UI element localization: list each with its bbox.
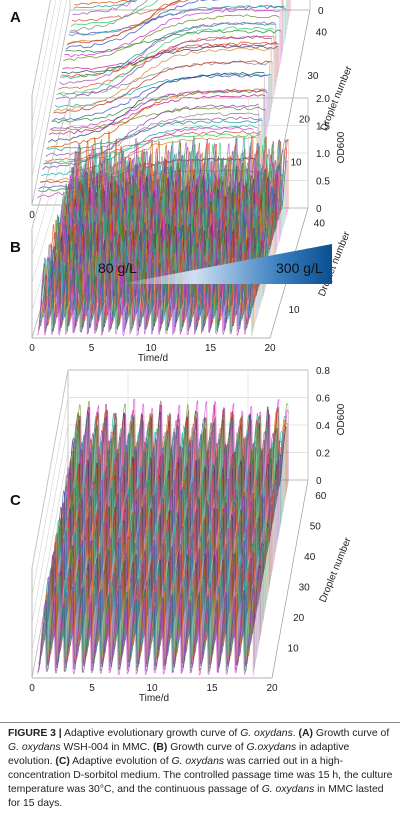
panel-letter: B [10, 239, 21, 256]
series-line-droplet-40 [70, 0, 148, 32]
series-line-droplet-20 [53, 60, 270, 114]
end-concentration-label: 300 g/L [276, 260, 323, 276]
series-line-droplet-36 [66, 0, 182, 46]
x-axis-label: Time/d [138, 353, 168, 364]
x-tick-label: 10 [145, 343, 157, 354]
y-tick-label: 60 [315, 491, 327, 502]
y-tick-label: 10 [288, 644, 300, 655]
panel-letter: C [10, 492, 21, 509]
series-line-droplet-32 [63, 14, 280, 62]
series-line-droplet-22 [54, 72, 272, 108]
series-line-droplet-23 [55, 35, 272, 100]
series-line-droplet-45 [74, 0, 132, 6]
x-tick-label: 15 [205, 343, 217, 354]
series-line-droplet-44 [73, 0, 143, 9]
z-tick-label: 0 [316, 476, 322, 487]
series-line-droplet-4 [38, 584, 255, 667]
z-tick-label: 0 [318, 6, 324, 17]
z-axis-label: OD600 [336, 131, 347, 163]
series-line-droplet-30 [61, 45, 278, 75]
y-tick-label: 10 [288, 305, 300, 316]
start-concentration-label: 80 g/L [98, 260, 137, 276]
z-tick-label: 0.4 [316, 421, 330, 432]
y-tick-label: 30 [299, 583, 311, 594]
z-tick-label: 0.5 [316, 177, 330, 188]
x-tick-label: 20 [266, 683, 278, 694]
series-line-droplet-3 [38, 586, 255, 670]
series-line-droplet-37 [67, 0, 187, 44]
series-line-droplet-24 [56, 61, 273, 97]
y-tick-label: 10 [290, 158, 302, 169]
series-line-droplet-14 [47, 71, 265, 143]
series-line-droplet-35 [65, 0, 221, 50]
caption-divider [0, 722, 400, 723]
x-tick-label: 0 [29, 683, 35, 694]
caption-lead: FIGURE 3 | [8, 728, 62, 739]
x-tick-label: 10 [146, 683, 158, 694]
z-tick-label: 0 [316, 204, 322, 215]
series-line-droplet-16 [49, 106, 266, 132]
x-tick-label: 20 [264, 343, 276, 354]
series-line-droplet-31 [62, 43, 279, 71]
series-line-droplet-19 [52, 73, 269, 122]
panel-letter: A [10, 9, 21, 26]
y-tick-label: 40 [316, 28, 328, 39]
x-axis-label: Time/d [139, 693, 169, 704]
x-tick-label: 5 [89, 343, 95, 354]
x-tick-label: 0 [29, 343, 35, 354]
y-tick-label: 40 [304, 552, 316, 563]
series-line-droplet-12 [46, 119, 263, 152]
series-line-droplet-42 [71, 0, 195, 22]
series-line-droplet-1 [37, 595, 254, 676]
z-tick-label: 2.0 [316, 94, 330, 105]
series-line-droplet-15 [48, 94, 266, 135]
concentration-gradient-wedge [120, 244, 332, 284]
x-tick-label: 5 [89, 683, 95, 694]
y-tick-label: 20 [293, 613, 305, 624]
series-line-droplet-13 [47, 89, 264, 148]
series-line-droplet-21 [53, 47, 271, 112]
series-line-droplet-1 [37, 259, 252, 337]
y-axis-label: Droplet number [318, 535, 354, 604]
series-line-droplet-43 [72, 0, 136, 15]
series-line-droplet-25 [57, 26, 274, 95]
y-tick-label: 40 [314, 218, 326, 229]
z-tick-label: 0.6 [316, 394, 330, 405]
z-tick-label: 1.5 [316, 122, 330, 133]
z-axis-label: OD600 [336, 403, 347, 435]
series-line-droplet-11 [45, 116, 262, 157]
x-tick-label: 0 [29, 210, 35, 221]
x-tick-label: 15 [206, 683, 218, 694]
z-tick-label: 0.2 [316, 449, 330, 460]
series-line-droplet-29 [60, 41, 277, 78]
series-group [37, 398, 289, 677]
series-line-droplet-26 [58, 35, 275, 90]
series-line-droplet-34 [65, 29, 282, 53]
figure-caption: FIGURE 3 | Adaptive evolutionary growth … [8, 728, 393, 809]
series-line-droplet-2 [37, 254, 253, 334]
series-line-droplet-38 [68, 4, 285, 37]
series-line-droplet-41 [70, 0, 159, 27]
y-tick-label: 20 [299, 114, 311, 125]
series-line-droplet-18 [51, 89, 268, 124]
series-line-droplet-27 [58, 21, 276, 85]
y-tick-label: 50 [310, 522, 322, 533]
z-tick-label: 0.8 [316, 366, 330, 377]
y-tick-label: 30 [307, 71, 319, 82]
series-line-droplet-33 [64, 7, 281, 58]
z-tick-label: 1.0 [316, 149, 330, 160]
